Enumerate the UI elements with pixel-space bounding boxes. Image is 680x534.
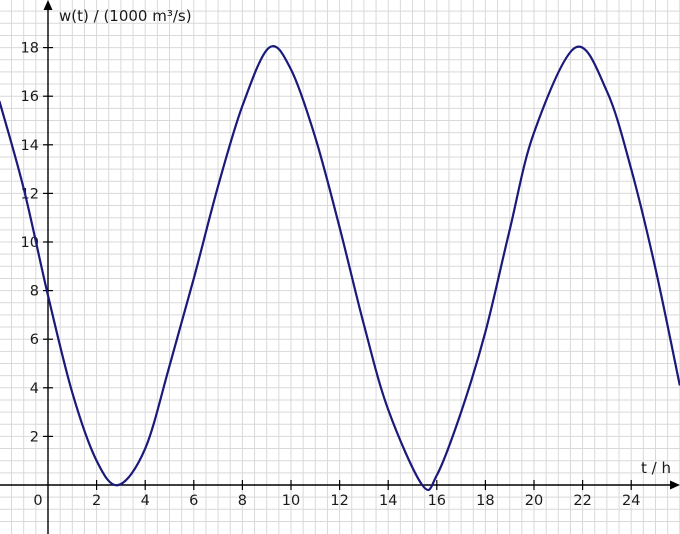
x-tick-label: 2 <box>92 493 101 509</box>
y-tick-label: 18 <box>21 41 39 57</box>
x-tick-label: 14 <box>379 493 397 509</box>
x-tick-label: 20 <box>525 493 543 509</box>
y-axis-arrow <box>43 0 53 10</box>
x-tick-label: 18 <box>476 493 494 509</box>
x-axis-arrow <box>670 480 680 490</box>
y-axis-title: w(t) / (1000 m³/s) <box>59 7 192 25</box>
y-tick-label: 14 <box>21 138 39 154</box>
origin-label: 0 <box>33 493 42 509</box>
ticks <box>43 46 632 490</box>
x-tick-label: 24 <box>622 493 640 509</box>
series-group <box>0 45 680 492</box>
x-tick-label: 12 <box>330 493 348 509</box>
y-tick-label: 4 <box>30 381 39 397</box>
series-line <box>0 45 680 492</box>
x-axis-title: t / h <box>641 459 671 477</box>
y-tick-label: 8 <box>30 284 39 300</box>
y-tick-label: 6 <box>30 332 39 348</box>
y-tick-label: 2 <box>30 429 39 445</box>
x-tick-label: 22 <box>573 493 591 509</box>
x-tick-label: 16 <box>428 493 446 509</box>
x-tick-label: 10 <box>282 493 300 509</box>
y-tick-label: 16 <box>21 89 39 105</box>
x-tick-label: 8 <box>238 493 247 509</box>
x-tick-label: 4 <box>141 493 150 509</box>
x-tick-label: 6 <box>189 493 198 509</box>
